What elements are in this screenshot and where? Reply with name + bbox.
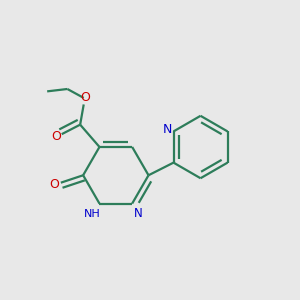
Text: N: N <box>134 207 142 220</box>
Text: NH: NH <box>84 209 100 219</box>
Text: O: O <box>50 178 59 191</box>
Text: O: O <box>51 130 61 143</box>
Text: N: N <box>162 122 172 136</box>
Text: O: O <box>80 92 90 104</box>
